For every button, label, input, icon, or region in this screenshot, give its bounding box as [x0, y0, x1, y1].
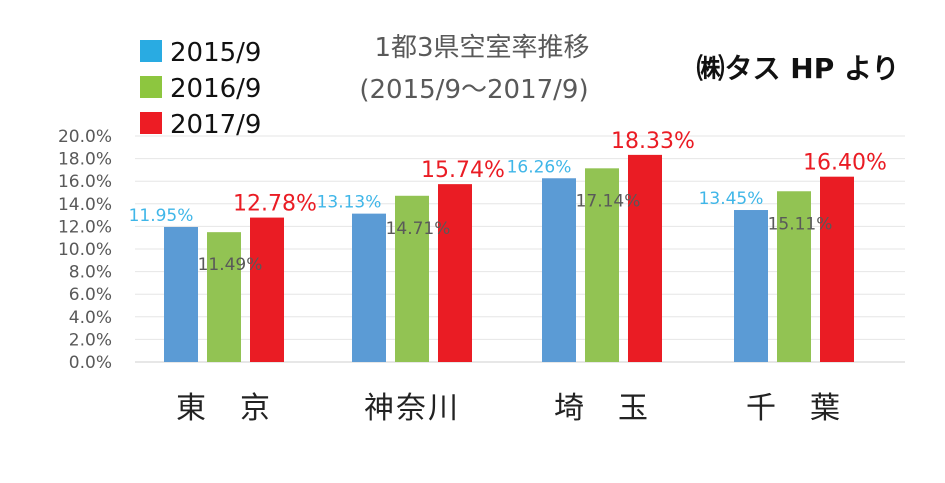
- data-label: 13.13%: [317, 193, 382, 213]
- bar: [542, 178, 576, 362]
- data-label: 17.14%: [576, 191, 641, 211]
- legend-label: 2015/9: [170, 38, 261, 68]
- x-tick-label: 埼 玉: [554, 391, 650, 426]
- bar: [207, 232, 241, 362]
- legend-swatch: [140, 112, 162, 134]
- data-label: 16.40%: [803, 151, 887, 176]
- y-axis-ticks: 0.0% 2.0%4.0% 6.0%8.0% 10.0% 12.0%14.0% 16.0%…: [58, 127, 112, 373]
- data-label: 11.95%: [129, 206, 194, 226]
- data-label: 15.11%: [768, 214, 833, 234]
- data-labels: 11.95% 11.49% 12.78% 13.13%14.71% 15.74% 16.2…: [129, 129, 887, 275]
- y-tick-label: 0.0%: [69, 353, 112, 373]
- y-tick-label: 16.0%: [58, 172, 112, 192]
- data-label: 16.26%: [507, 157, 572, 177]
- y-tick-label: 8.0%: [69, 263, 112, 283]
- bar: [777, 191, 811, 362]
- data-label: 18.33%: [611, 129, 695, 154]
- chart-title: 1都3県空室率推移: [374, 33, 589, 63]
- x-tick-label: 神奈川: [364, 391, 460, 426]
- data-label: 13.45%: [699, 189, 764, 209]
- legend-label: 2017/9: [170, 110, 261, 140]
- x-tick-label: 千 葉: [746, 391, 842, 426]
- chart-subtitle: (2015/9～2017/9): [359, 75, 588, 105]
- legend: 2015/9 2016/9 2017/9: [140, 38, 261, 140]
- bar: [438, 184, 472, 362]
- bar: [734, 210, 768, 362]
- y-tick-label: 20.0%: [58, 127, 112, 147]
- y-tick-label: 4.0%: [69, 308, 112, 328]
- legend-label: 2016/9: [170, 74, 261, 104]
- bar: [250, 217, 284, 362]
- bar: [164, 226, 198, 362]
- x-axis-labels: 東 京 神奈川 埼 玉 千 葉: [176, 391, 842, 426]
- bars: [164, 154, 854, 362]
- y-tick-label: 2.0%: [69, 330, 112, 350]
- bar: [352, 213, 386, 362]
- source-credit: ㈱タス HP より: [697, 52, 900, 85]
- bar: [585, 168, 619, 362]
- bar: [628, 154, 662, 362]
- y-tick-label: 18.0%: [58, 150, 112, 170]
- legend-swatch: [140, 40, 162, 62]
- data-label: 15.74%: [421, 158, 505, 183]
- data-label: 14.71%: [386, 219, 451, 239]
- y-tick-label: 10.0%: [58, 240, 112, 260]
- data-label: 11.49%: [198, 255, 263, 275]
- bar: [395, 195, 429, 362]
- y-tick-label: 12.0%: [58, 217, 112, 237]
- y-tick-label: 6.0%: [69, 285, 112, 305]
- data-label: 12.78%: [233, 192, 317, 217]
- legend-swatch: [140, 76, 162, 98]
- y-tick-label: 14.0%: [58, 195, 112, 215]
- x-tick-label: 東 京: [176, 391, 272, 426]
- bar: [820, 176, 854, 362]
